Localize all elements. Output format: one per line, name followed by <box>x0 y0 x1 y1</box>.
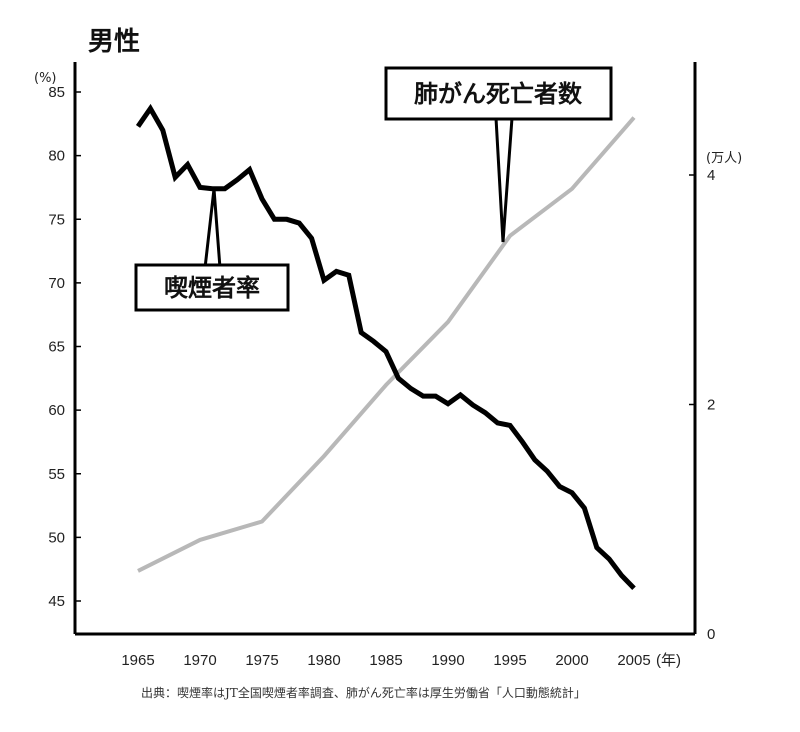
right-tick-label: 0 <box>707 626 715 643</box>
left-tick-label: 75 <box>48 211 65 228</box>
ticks-layer: 45 50 55 60 65 70 75 80 85 0 2 4 1965 1970 1975 1980 198… <box>48 84 715 669</box>
left-tick-label: 50 <box>48 529 65 546</box>
lung-cancer-callout: 肺がん死亡者数 <box>384 66 613 243</box>
right-tick-label: 2 <box>707 397 715 414</box>
x-axis-unit: (年) <box>656 652 681 669</box>
x-tick-label: 1985 <box>369 652 402 669</box>
x-tick-label: 2005 <box>617 652 650 669</box>
x-tick-label: 1975 <box>245 652 278 669</box>
smoking-rate-line <box>135 103 636 591</box>
left-tick-label: 60 <box>48 402 65 419</box>
smoking-rate-callout-label: 喫煙者率 <box>164 274 260 302</box>
smoking-rate-callout-box <box>134 263 290 312</box>
x-tick-label: 2000 <box>555 652 588 669</box>
x-tick-label: 1970 <box>183 652 216 669</box>
left-tick-label: 70 <box>48 275 65 292</box>
source-note: 出典：喫煙率はJT全国喫煙者率調査、肺がん死亡率は厚生労働省「人口動態統計」 <box>141 685 586 700</box>
x-tick-label: 1995 <box>493 652 526 669</box>
smoking-rate-callout-pointer <box>203 188 222 270</box>
series-layer <box>135 103 636 591</box>
axes-layer <box>73 62 697 636</box>
right-axis-unit: (万人) <box>706 151 742 166</box>
left-tick-label: 55 <box>48 466 65 483</box>
lung-cancer-callout-pointer <box>494 116 514 243</box>
lung-cancer-callout-label: 肺がん死亡者数 <box>414 80 583 108</box>
lung-cancer-callout-box <box>384 66 613 121</box>
x-tick-label: 1965 <box>121 652 154 669</box>
right-tick-label: 4 <box>707 167 715 184</box>
left-tick-label: 65 <box>48 339 65 356</box>
x-tick-label: 1990 <box>431 652 464 669</box>
left-axis-unit: (%) <box>34 71 57 86</box>
x-tick-label: 1980 <box>307 652 340 669</box>
lung-cancer-deaths-line <box>137 116 636 573</box>
chart-title: 男性 <box>88 27 140 57</box>
left-tick-label: 80 <box>48 148 65 165</box>
smoking-rate-callout: 喫煙者率 <box>134 188 290 312</box>
left-tick-label: 45 <box>48 593 65 610</box>
left-tick-label: 85 <box>48 84 65 101</box>
